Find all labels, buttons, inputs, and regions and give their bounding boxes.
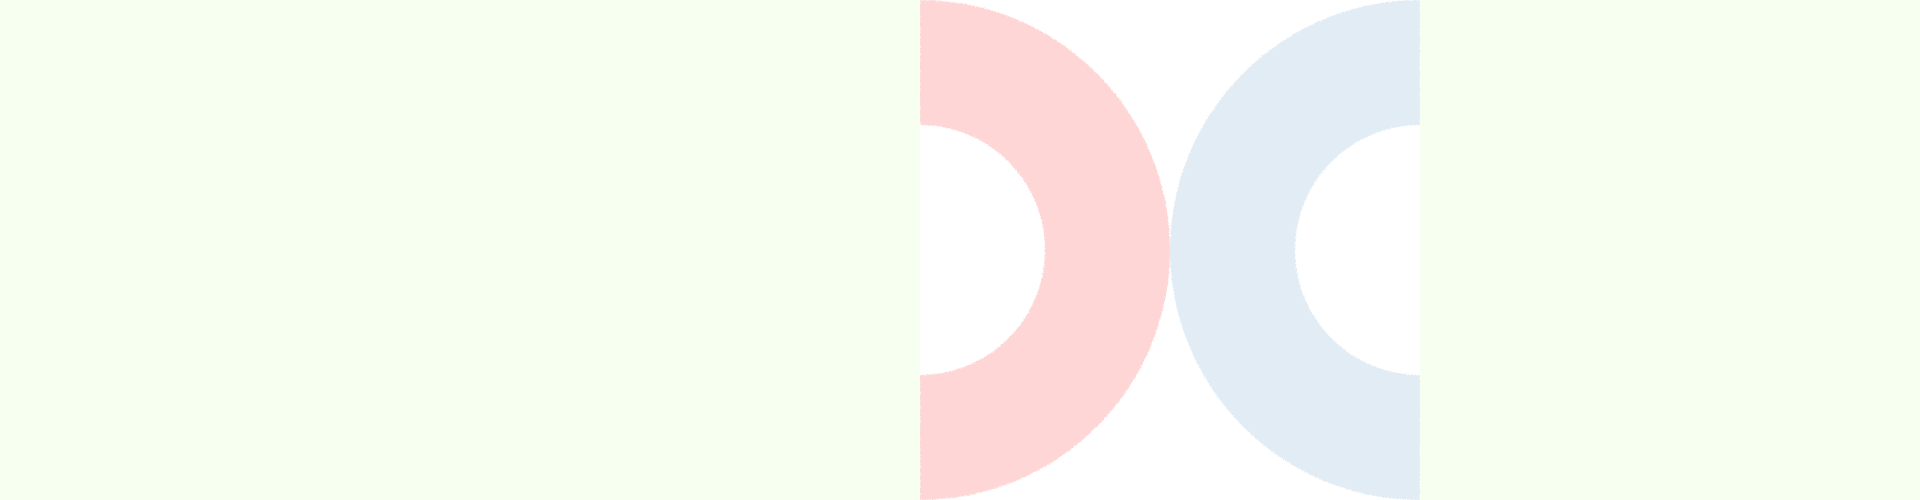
right-background-panel — [1420, 0, 1920, 500]
center-panel — [920, 0, 1420, 500]
right-half-ring — [1170, 0, 1420, 500]
left-background-panel — [0, 0, 920, 500]
left-half-ring — [920, 0, 1170, 500]
half-rings-graphic — [920, 0, 1420, 500]
